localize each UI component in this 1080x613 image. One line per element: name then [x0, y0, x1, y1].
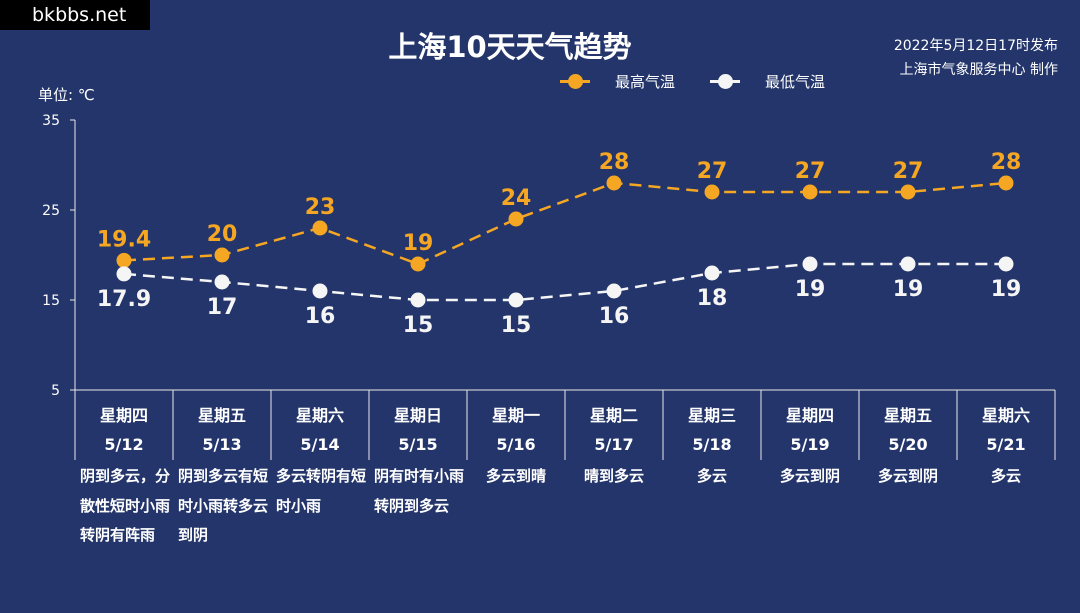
low-temp-label: 17	[207, 295, 238, 320]
day-header: 星期六 5/14	[271, 401, 369, 459]
high-temp-point	[802, 184, 818, 200]
weekday-label: 星期五	[883, 406, 932, 425]
low-temp-line	[123, 262, 1006, 302]
high-temp-point	[998, 175, 1014, 191]
date-label: 5/20	[888, 435, 928, 454]
weekday-label: 星期六	[981, 406, 1030, 425]
high-temp-label: 24	[501, 186, 532, 211]
low-temp-point	[508, 292, 524, 308]
day-header: 星期日 5/15	[369, 401, 467, 459]
low-temp-label: 19	[795, 277, 826, 302]
date-label: 5/21	[986, 435, 1026, 454]
date-label: 5/12	[104, 435, 144, 454]
high-temp-point	[312, 220, 328, 236]
weather-description: 阴有时有小雨转阴到多云	[374, 467, 465, 515]
weather-description: 阴到多云，分散性短时小雨转阴有阵雨	[80, 467, 171, 544]
issuer-name: 上海市气象服务中心 制作	[899, 62, 1058, 78]
day-header: 星期四 5/12	[75, 401, 173, 459]
date-label: 5/16	[496, 435, 536, 454]
legend-low-label: 最低气温	[765, 72, 826, 91]
weekday-label: 星期日	[393, 406, 442, 425]
low-temp-point	[900, 256, 916, 272]
low-temp-label: 19	[991, 277, 1022, 302]
day-header: 星期六 5/21	[957, 401, 1055, 459]
y-tick-label: 5	[51, 383, 60, 399]
weather-description: 多云到阴	[779, 467, 840, 485]
day-header: 星期五 5/13	[173, 401, 271, 459]
high-temp-point	[214, 247, 230, 263]
issuer-info: 2022年5月12日17时发布 上海市气象服务中心 制作	[894, 34, 1058, 82]
day-header: 星期一 5/16	[467, 401, 565, 459]
low-temp-point	[704, 265, 720, 281]
low-temp-point	[410, 292, 426, 308]
high-temp-label: 19.4	[97, 227, 151, 252]
low-temp-label: 16	[305, 304, 336, 329]
high-temp-point	[116, 252, 132, 268]
weather-description: 阴到多云有短时小雨转多云到阴	[178, 467, 269, 544]
high-temp-label: 27	[893, 159, 924, 184]
legend-high-label: 最高气温	[615, 72, 676, 91]
weekday-label: 星期四	[785, 406, 834, 425]
low-temp-label: 15	[403, 313, 434, 338]
date-label: 5/13	[202, 435, 242, 454]
date-label: 5/17	[594, 435, 634, 454]
high-temp-point	[704, 184, 720, 200]
legend-low-line-icon	[710, 73, 740, 89]
weather-description: 多云	[990, 467, 1021, 485]
weekday-label: 星期五	[197, 406, 246, 425]
low-temp-label: 15	[501, 313, 532, 338]
high-temp-label: 19	[403, 231, 434, 256]
low-temp-point	[606, 283, 622, 299]
high-temp-label: 27	[795, 159, 826, 184]
weather-description: 多云到晴	[485, 467, 546, 485]
watermark: bkbbs.net	[0, 0, 150, 30]
day-header: 星期三 5/18	[663, 401, 761, 459]
weather-description: 多云转阴有短时小雨	[276, 467, 367, 515]
high-temp-label: 23	[305, 195, 336, 220]
weekday-label: 星期六	[295, 406, 344, 425]
weather-description: 晴到多云	[583, 467, 644, 485]
low-temp-label: 19	[893, 277, 924, 302]
legend-item-low: 最低气温	[710, 70, 825, 92]
weekday-label: 星期二	[589, 406, 638, 425]
y-tick-label: 35	[42, 113, 60, 129]
date-label: 5/15	[398, 435, 438, 454]
low-temp-point	[214, 274, 230, 290]
date-label: 5/19	[790, 435, 830, 454]
high-temp-label: 28	[599, 150, 630, 175]
low-temp-label: 17.9	[97, 287, 151, 312]
day-header: 星期四 5/19	[761, 401, 859, 459]
low-temp-point	[802, 256, 818, 272]
legend-high-line-icon	[560, 73, 590, 89]
high-temp-point	[410, 256, 426, 272]
low-temp-label: 18	[697, 286, 728, 311]
low-temp-point	[116, 266, 132, 282]
low-temp-label: 16	[599, 304, 630, 329]
day-header: 星期五 5/20	[859, 401, 957, 459]
high-temp-point	[606, 175, 622, 191]
weekday-label: 星期四	[99, 406, 148, 425]
y-tick-label: 15	[42, 293, 60, 309]
legend-item-high: 最高气温	[560, 70, 675, 92]
high-temp-point	[900, 184, 916, 200]
high-temp-line	[123, 181, 1007, 266]
high-temp-label: 27	[697, 159, 728, 184]
y-tick-label: 25	[42, 203, 60, 219]
low-temp-point	[998, 256, 1014, 272]
weather-description: 多云	[696, 467, 727, 485]
weekday-label: 星期一	[491, 406, 540, 425]
high-temp-point	[508, 211, 524, 227]
issue-time: 2022年5月12日17时发布	[893, 38, 1058, 54]
chart-title: 上海10天天气趋势	[388, 30, 632, 64]
high-temp-label: 20	[207, 222, 238, 247]
date-label: 5/18	[692, 435, 732, 454]
low-temp-point	[312, 283, 328, 299]
day-header: 星期二 5/17	[565, 401, 663, 459]
weekday-label: 星期三	[687, 406, 736, 425]
date-label: 5/14	[300, 435, 340, 454]
unit-label: 单位: ℃	[38, 86, 95, 104]
high-temp-label: 28	[991, 150, 1022, 175]
weather-description: 多云到阴	[877, 467, 938, 485]
